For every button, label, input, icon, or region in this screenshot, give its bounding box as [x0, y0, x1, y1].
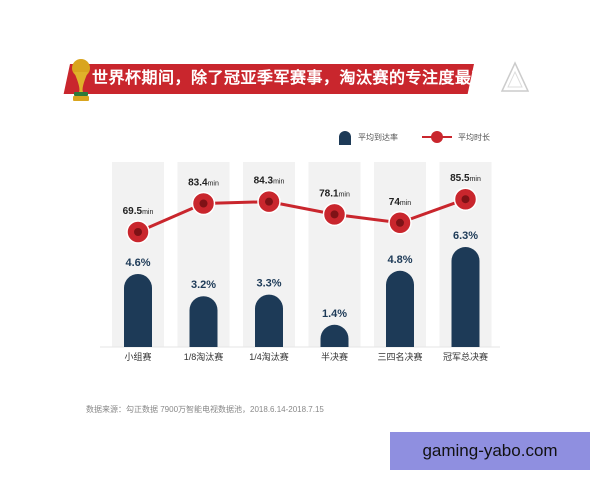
logo-icon: [500, 61, 530, 92]
data-source: 数据来源：勾正数据 7900万智能电视数据池，2018.6.14-2018.7.…: [86, 405, 324, 414]
legend-line-label: 平均时长: [458, 132, 490, 142]
legend-bar-label: 平均到达率: [358, 132, 398, 142]
watermark: gaming-yabo.com: [390, 432, 590, 470]
chart-title: 世界杯期间，除了冠亚季军赛事，淘汰赛的专注度最高: [92, 70, 489, 87]
legend-bar-marker: [339, 131, 351, 145]
legend-bar: 平均到达率: [338, 128, 398, 146]
chart-card: [60, 40, 548, 450]
trophy-icon: [72, 59, 90, 101]
legend-line: 平均时长: [422, 128, 490, 146]
legend-line-marker: [422, 131, 452, 143]
